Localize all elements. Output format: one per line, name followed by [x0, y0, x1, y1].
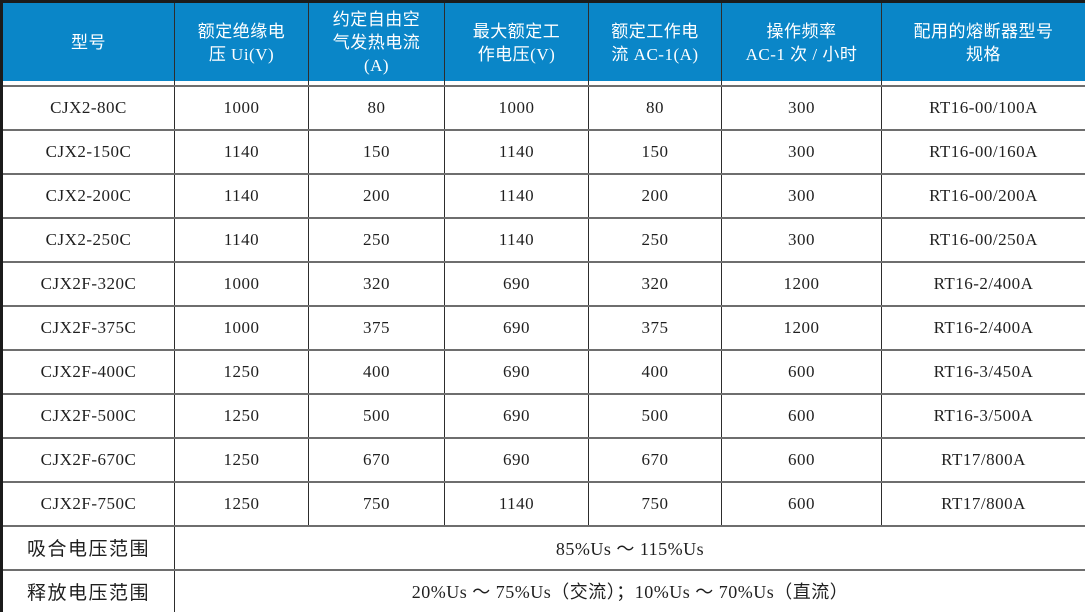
table-row: CJX2F-400C 1250 400 690 400 600 RT16-3/450A [1, 348, 1085, 395]
spec-value-cell: 690 [444, 436, 589, 483]
table-row: CJX2F-375C 1000 375 690 375 1200 RT16-2/400A [1, 304, 1085, 351]
model-cell: CJX2F-500C [1, 392, 175, 439]
spec-value-cell: 1140 [444, 216, 589, 263]
spec-value-cell: 670 [308, 436, 445, 483]
spec-value-cell: 600 [721, 348, 882, 395]
pickup-voltage-range-label: 吸合电压范围 [1, 524, 175, 571]
spec-value-cell: 750 [588, 480, 722, 527]
table-body: CJX2-80C 1000 80 1000 80 300 RT16-00/100A CJX2-… [1, 84, 1085, 527]
spec-value-cell: RT16-00/200A [881, 172, 1085, 219]
footer-row-pickup-voltage: 吸合电压范围 85%Us ～ 115%Us [1, 524, 1085, 571]
spec-value-cell: 750 [308, 480, 445, 527]
release-voltage-range-value: 20%Us ～ 75%Us（交流）；10%Us ～ 70%Us（直流） [174, 568, 1085, 612]
spec-value-cell: 300 [721, 216, 882, 263]
header-row: 型号 额定绝缘电 压 Ui(V) 约定自由空 气发热电流 (A) 最大额定工 作电压(… [1, 0, 1085, 87]
spec-value-cell: 300 [721, 128, 882, 175]
spec-value-cell: 690 [444, 304, 589, 351]
header-cell-1: 额定绝缘电 压 Ui(V) [174, 0, 309, 87]
spec-value-cell: 250 [308, 216, 445, 263]
spec-value-cell: 1000 [174, 304, 309, 351]
model-cell: CJX2F-400C [1, 348, 175, 395]
spec-value-cell: 600 [721, 392, 882, 439]
spec-value-cell: 600 [721, 436, 882, 483]
spec-value-cell: 1200 [721, 260, 882, 307]
spec-value-cell: RT16-2/400A [881, 304, 1085, 351]
spec-value-cell: 375 [588, 304, 722, 351]
spec-value-cell: 1200 [721, 304, 882, 351]
spec-value-cell: RT17/800A [881, 480, 1085, 527]
spec-value-cell: RT16-3/500A [881, 392, 1085, 439]
table-row: CJX2-200C 1140 200 1140 200 300 RT16-00/200A [1, 172, 1085, 219]
spec-value-cell: 1140 [174, 216, 309, 263]
model-cell: CJX2-200C [1, 172, 175, 219]
spec-value-cell: RT16-3/450A [881, 348, 1085, 395]
spec-value-cell: 670 [588, 436, 722, 483]
table-row: CJX2-250C 1140 250 1140 250 300 RT16-00/250A [1, 216, 1085, 263]
spec-value-cell: 375 [308, 304, 445, 351]
spec-value-cell: 200 [308, 172, 445, 219]
model-cell: CJX2F-750C [1, 480, 175, 527]
table-row: CJX2F-320C 1000 320 690 320 1200 RT16-2/400A [1, 260, 1085, 307]
footer-row-release-voltage: 释放电压范围 20%Us ～ 75%Us（交流）；10%Us ～ 70%Us（直… [1, 568, 1085, 612]
table-row: CJX2F-750C 1250 750 1140 750 600 RT17/800A [1, 480, 1085, 527]
model-cell: CJX2F-670C [1, 436, 175, 483]
model-cell: CJX2F-375C [1, 304, 175, 351]
spec-value-cell: 1140 [174, 128, 309, 175]
spec-value-cell: 1140 [444, 172, 589, 219]
spec-value-cell: 1140 [444, 128, 589, 175]
spec-value-cell: 1250 [174, 348, 309, 395]
spec-value-cell: 300 [721, 172, 882, 219]
table-row: CJX2-80C 1000 80 1000 80 300 RT16-00/100A [1, 84, 1085, 131]
spec-value-cell: 1250 [174, 392, 309, 439]
spec-value-cell: 80 [308, 84, 445, 131]
header-cell-0: 型号 [1, 0, 175, 87]
pickup-voltage-range-value: 85%Us ～ 115%Us [174, 524, 1085, 571]
spec-value-cell: 1000 [174, 84, 309, 131]
spec-value-cell: 1000 [174, 260, 309, 307]
model-cell: CJX2-250C [1, 216, 175, 263]
release-voltage-range-label: 释放电压范围 [1, 568, 175, 612]
header-cell-3: 最大额定工 作电压(V) [444, 0, 589, 87]
spec-value-cell: 400 [588, 348, 722, 395]
spec-value-cell: 300 [721, 84, 882, 131]
model-cell: CJX2-80C [1, 84, 175, 131]
header-cell-6: 配用的熔断器型号 规格 [881, 0, 1085, 87]
spec-value-cell: RT17/800A [881, 436, 1085, 483]
model-cell: CJX2F-320C [1, 260, 175, 307]
spec-value-cell: RT16-00/160A [881, 128, 1085, 175]
table-footer: 吸合电压范围 85%Us ～ 115%Us 释放电压范围 20%Us ～ 75%… [1, 524, 1085, 612]
spec-value-cell: 400 [308, 348, 445, 395]
spec-value-cell: 690 [444, 348, 589, 395]
spec-value-cell: RT16-00/250A [881, 216, 1085, 263]
spec-value-cell: 1140 [174, 172, 309, 219]
header-cell-5: 操作频率 AC-1 次 / 小时 [721, 0, 882, 87]
table-row: CJX2F-670C 1250 670 690 670 600 RT17/800A [1, 436, 1085, 483]
spec-value-cell: 690 [444, 260, 589, 307]
spec-value-cell: 320 [588, 260, 722, 307]
spec-value-cell: 1250 [174, 436, 309, 483]
spec-value-cell: 320 [308, 260, 445, 307]
spec-value-cell: 1250 [174, 480, 309, 527]
spec-value-cell: 150 [308, 128, 445, 175]
spec-value-cell: 600 [721, 480, 882, 527]
spec-value-cell: 1140 [444, 480, 589, 527]
spec-value-cell: 690 [444, 392, 589, 439]
spec-value-cell: 80 [588, 84, 722, 131]
header-cell-2: 约定自由空 气发热电流 (A) [308, 0, 445, 87]
table-row: CJX2-150C 1140 150 1140 150 300 RT16-00/160A [1, 128, 1085, 175]
table-row: CJX2F-500C 1250 500 690 500 600 RT16-3/500A [1, 392, 1085, 439]
spec-value-cell: 200 [588, 172, 722, 219]
spec-value-cell: 500 [588, 392, 722, 439]
header-cell-4: 额定工作电 流 AC-1(A) [588, 0, 722, 87]
spec-value-cell: 250 [588, 216, 722, 263]
spec-value-cell: 1000 [444, 84, 589, 131]
spec-value-cell: 150 [588, 128, 722, 175]
spec-value-cell: RT16-2/400A [881, 260, 1085, 307]
model-cell: CJX2-150C [1, 128, 175, 175]
spec-value-cell: RT16-00/100A [881, 84, 1085, 131]
spec-value-cell: 500 [308, 392, 445, 439]
table-header: 型号 额定绝缘电 压 Ui(V) 约定自由空 气发热电流 (A) 最大额定工 作电压(… [1, 0, 1085, 87]
